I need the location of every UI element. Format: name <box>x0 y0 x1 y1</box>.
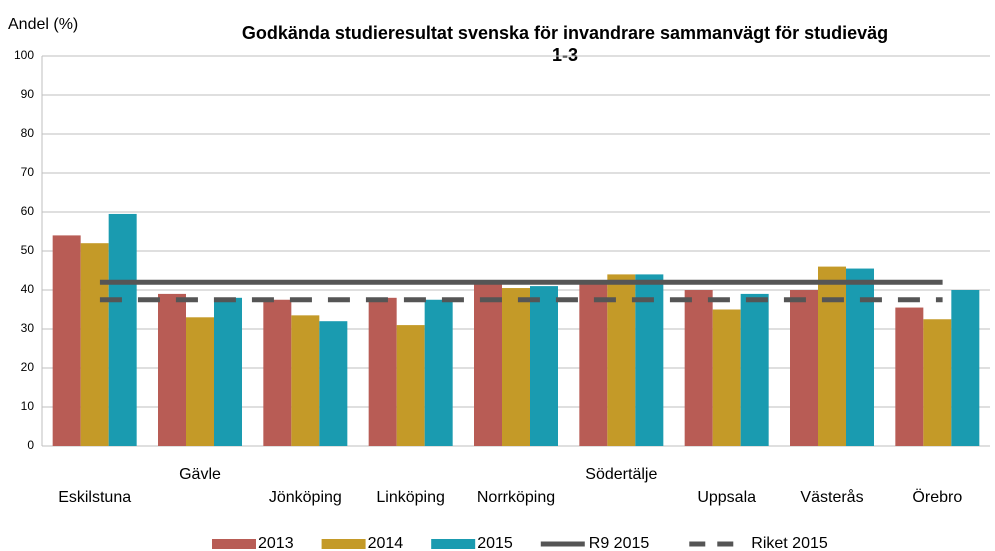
bar <box>895 307 924 446</box>
x-tick-label: Jönköping <box>269 489 342 506</box>
bar <box>712 309 741 446</box>
x-tick-label: Linköping <box>376 489 445 506</box>
y-tick-label: 10 <box>21 399 35 413</box>
bar <box>502 288 530 446</box>
y-tick-label: 20 <box>21 360 35 374</box>
x-tick-label: Eskilstuna <box>58 489 131 506</box>
bar <box>635 274 664 446</box>
bar <box>424 299 453 446</box>
x-tick-label: Västerås <box>800 488 863 506</box>
legend-label: Riket 2015 <box>751 535 828 551</box>
bar <box>368 297 397 446</box>
bar <box>396 325 425 446</box>
bar <box>790 290 818 446</box>
chart-title: Godkända studieresultat svenska för inva… <box>242 23 888 43</box>
y-tick-label: 80 <box>21 126 35 140</box>
bar <box>818 266 846 446</box>
bar <box>108 213 137 446</box>
legend-label: R9 2015 <box>589 535 650 551</box>
y-tick-label: 30 <box>21 321 35 335</box>
x-tick-label: Södertälje <box>585 466 657 483</box>
y-tick-label: 70 <box>21 165 35 179</box>
x-tick-label: Norrköping <box>477 489 555 506</box>
y-tick-label: 0 <box>27 438 34 452</box>
bar <box>923 319 952 446</box>
x-tick-label: Uppsala <box>697 489 756 506</box>
bar <box>951 290 980 446</box>
bar <box>579 282 608 446</box>
bar <box>186 317 214 446</box>
legend-swatch <box>212 539 256 549</box>
y-tick-label: 100 <box>14 48 34 62</box>
bar <box>214 297 242 446</box>
bar <box>263 299 292 446</box>
bar <box>52 235 81 446</box>
chart-title: 1-3 <box>552 45 578 65</box>
legend-swatch <box>431 539 476 549</box>
bar <box>740 293 769 446</box>
legend-label: 2015 <box>477 535 513 551</box>
legend-label: 2014 <box>368 535 404 551</box>
bar <box>474 282 502 446</box>
bar <box>607 274 636 446</box>
legend-label: 2013 <box>258 535 294 551</box>
bar <box>530 286 558 446</box>
y-axis-label: Andel (%) <box>8 16 78 33</box>
bar <box>684 290 713 446</box>
bar <box>158 293 186 446</box>
bar <box>80 243 109 446</box>
legend-swatch <box>321 539 366 549</box>
x-tick-label: Örebro <box>912 488 962 506</box>
y-tick-label: 90 <box>21 87 35 101</box>
y-tick-label: 40 <box>21 282 35 296</box>
bar <box>291 315 320 446</box>
x-tick-label: Gävle <box>179 466 221 483</box>
y-tick-label: 60 <box>21 204 35 218</box>
bar <box>846 268 874 446</box>
bar <box>319 321 348 446</box>
y-tick-label: 50 <box>21 243 35 257</box>
